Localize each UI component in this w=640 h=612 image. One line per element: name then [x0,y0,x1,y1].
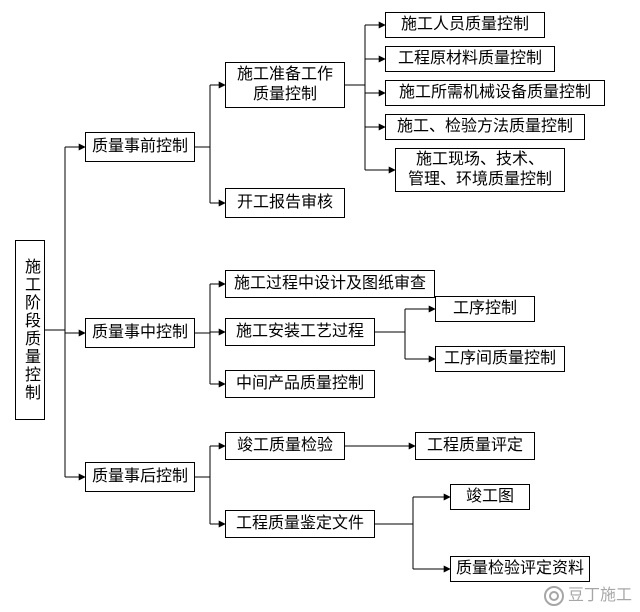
node-mid_b1: 工序控制 [435,296,535,322]
node-label: 质量检验评定资料 [456,559,584,579]
node-label: 施工所需机械设备质量控制 [399,83,591,103]
node-label: 施工、检验方法质量控制 [397,117,573,137]
node-pre_a3: 施工所需机械设备质量控制 [385,80,605,106]
node-pre_a1: 施工人员质量控制 [385,12,545,38]
node-label: 竣工图 [466,487,514,507]
node-label: 施工人员质量控制 [401,15,529,35]
node-root: 施工阶段质量控制 [15,240,45,420]
node-mid_b: 施工安装工艺过程 [225,318,375,346]
flowchart-canvas: 豆丁施工 施工阶段质量控制 质量事前控制质量事中控制质量事后控制 施工准备工作质量控… [0,0,640,612]
node-label: 施工安装工艺过程 [236,322,364,342]
node-mid_c: 中间产品质量控制 [225,370,375,398]
node-label: 中间产品质量控制 [236,374,364,394]
node-pre_b: 开工报告审核 [225,188,345,218]
node-label: 质量事中控制 [92,323,188,343]
node-mid_b2: 工序间质量控制 [435,346,565,372]
node-label: 施工准备工作质量控制 [237,65,333,105]
node-pre: 质量事前控制 [85,132,195,162]
node-pre_a2: 工程原材料质量控制 [385,46,555,72]
node-mid_a: 施工过程中设计及图纸审查 [225,270,435,298]
node-label: 施工过程中设计及图纸审查 [234,274,426,294]
node-post_a: 竣工质量检验 [225,432,345,460]
node-label: 施工现场、技术、管理、环境质量控制 [408,150,552,190]
node-mid: 质量事中控制 [85,318,195,348]
node-label: 质量事后控制 [92,467,188,487]
node-label: 工程原材料质量控制 [398,49,542,69]
node-label: 工序间质量控制 [444,349,556,369]
node-post_a1: 工程质量评定 [415,432,535,460]
node-label: 工序控制 [453,299,517,319]
node-label: 工程质量鉴定文件 [236,514,364,534]
node-label: 竣工质量检验 [237,436,333,456]
watermark-text: 豆丁施工 [568,587,632,604]
node-label: 施工阶段质量控制 [20,258,40,402]
node-post_b2: 质量检验评定资料 [450,556,590,582]
node-label: 工程质量评定 [427,436,523,456]
node-post_b1: 竣工图 [450,484,530,510]
node-post: 质量事后控制 [85,462,195,492]
node-label: 质量事前控制 [92,137,188,157]
node-label: 开工报告审核 [237,193,333,213]
node-pre_a: 施工准备工作质量控制 [225,62,345,108]
node-pre_a5: 施工现场、技术、管理、环境质量控制 [395,148,565,192]
watermark-logo-icon [544,586,564,606]
node-pre_a4: 施工、检验方法质量控制 [385,114,585,140]
watermark: 豆丁施工 [544,581,632,606]
node-post_b: 工程质量鉴定文件 [225,510,375,538]
